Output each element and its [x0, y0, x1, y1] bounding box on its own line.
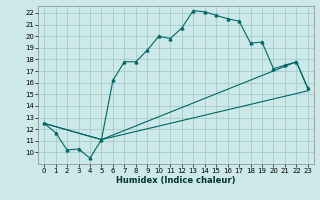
- X-axis label: Humidex (Indice chaleur): Humidex (Indice chaleur): [116, 176, 236, 185]
